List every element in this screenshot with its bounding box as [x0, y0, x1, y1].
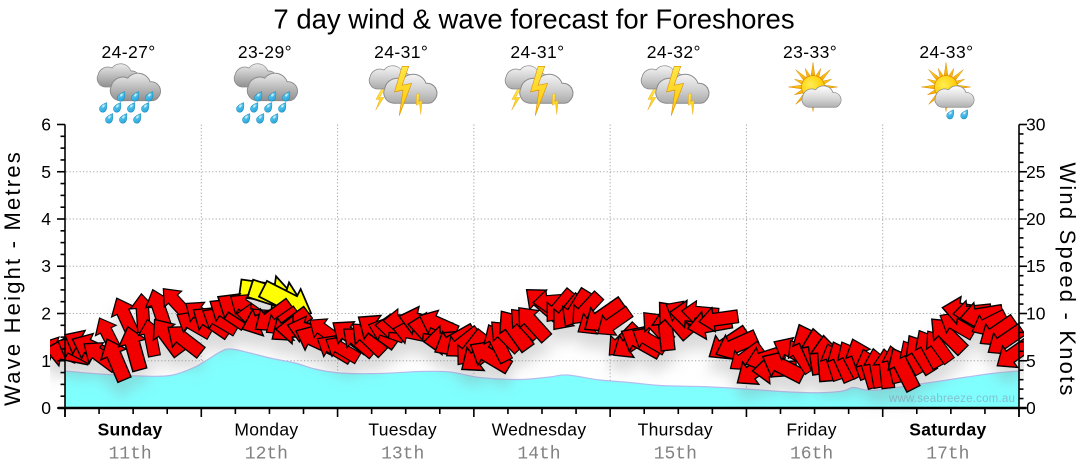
svg-text:0: 0 [1026, 398, 1036, 418]
svg-text:Wave Height - Metres: Wave Height - Metres [0, 150, 25, 406]
svg-text:20: 20 [1026, 209, 1046, 229]
svg-text:13th: 13th [381, 445, 424, 465]
svg-text:2: 2 [41, 304, 51, 324]
svg-text:7 day wind & wave forecast for: 7 day wind & wave forecast for Foreshore… [273, 4, 794, 35]
svg-text:4: 4 [41, 209, 51, 229]
svg-text:Wind Speed - Knots: Wind Speed - Knots [1055, 162, 1080, 397]
svg-text:Tuesday: Tuesday [368, 420, 437, 440]
svg-text:30: 30 [1026, 115, 1046, 135]
svg-text:23-29°: 23-29° [238, 42, 292, 62]
svg-text:Monday: Monday [234, 420, 298, 440]
svg-text:24-33°: 24-33° [919, 42, 973, 62]
svg-text:10: 10 [1026, 304, 1046, 324]
svg-text:24-31°: 24-31° [510, 42, 564, 62]
svg-text:11th: 11th [108, 445, 151, 465]
svg-text:Saturday: Saturday [909, 420, 986, 440]
svg-text:15th: 15th [654, 445, 697, 465]
svg-text:1: 1 [41, 351, 51, 371]
svg-text:16th: 16th [790, 445, 833, 465]
svg-text:25: 25 [1026, 162, 1045, 182]
svg-text:Thursday: Thursday [638, 420, 713, 440]
svg-text:17th: 17th [926, 445, 969, 465]
svg-text:24-27°: 24-27° [102, 42, 156, 62]
svg-text:0: 0 [41, 398, 51, 418]
svg-text:24-32°: 24-32° [647, 42, 701, 62]
svg-text:14th: 14th [517, 445, 560, 465]
svg-text:6: 6 [41, 115, 51, 135]
svg-text:Friday: Friday [786, 420, 836, 440]
svg-text:24-31°: 24-31° [374, 42, 428, 62]
svg-text:Wednesday: Wednesday [492, 420, 587, 440]
svg-text:3: 3 [41, 256, 51, 276]
svg-text:12th: 12th [245, 445, 288, 465]
svg-text:5: 5 [41, 162, 51, 182]
svg-text:Sunday: Sunday [98, 420, 163, 440]
svg-text:www.seabreeze.com.au: www.seabreeze.com.au [888, 393, 1015, 405]
svg-text:23-33°: 23-33° [783, 42, 837, 62]
svg-text:15: 15 [1026, 256, 1045, 276]
svg-text:5: 5 [1026, 351, 1036, 371]
